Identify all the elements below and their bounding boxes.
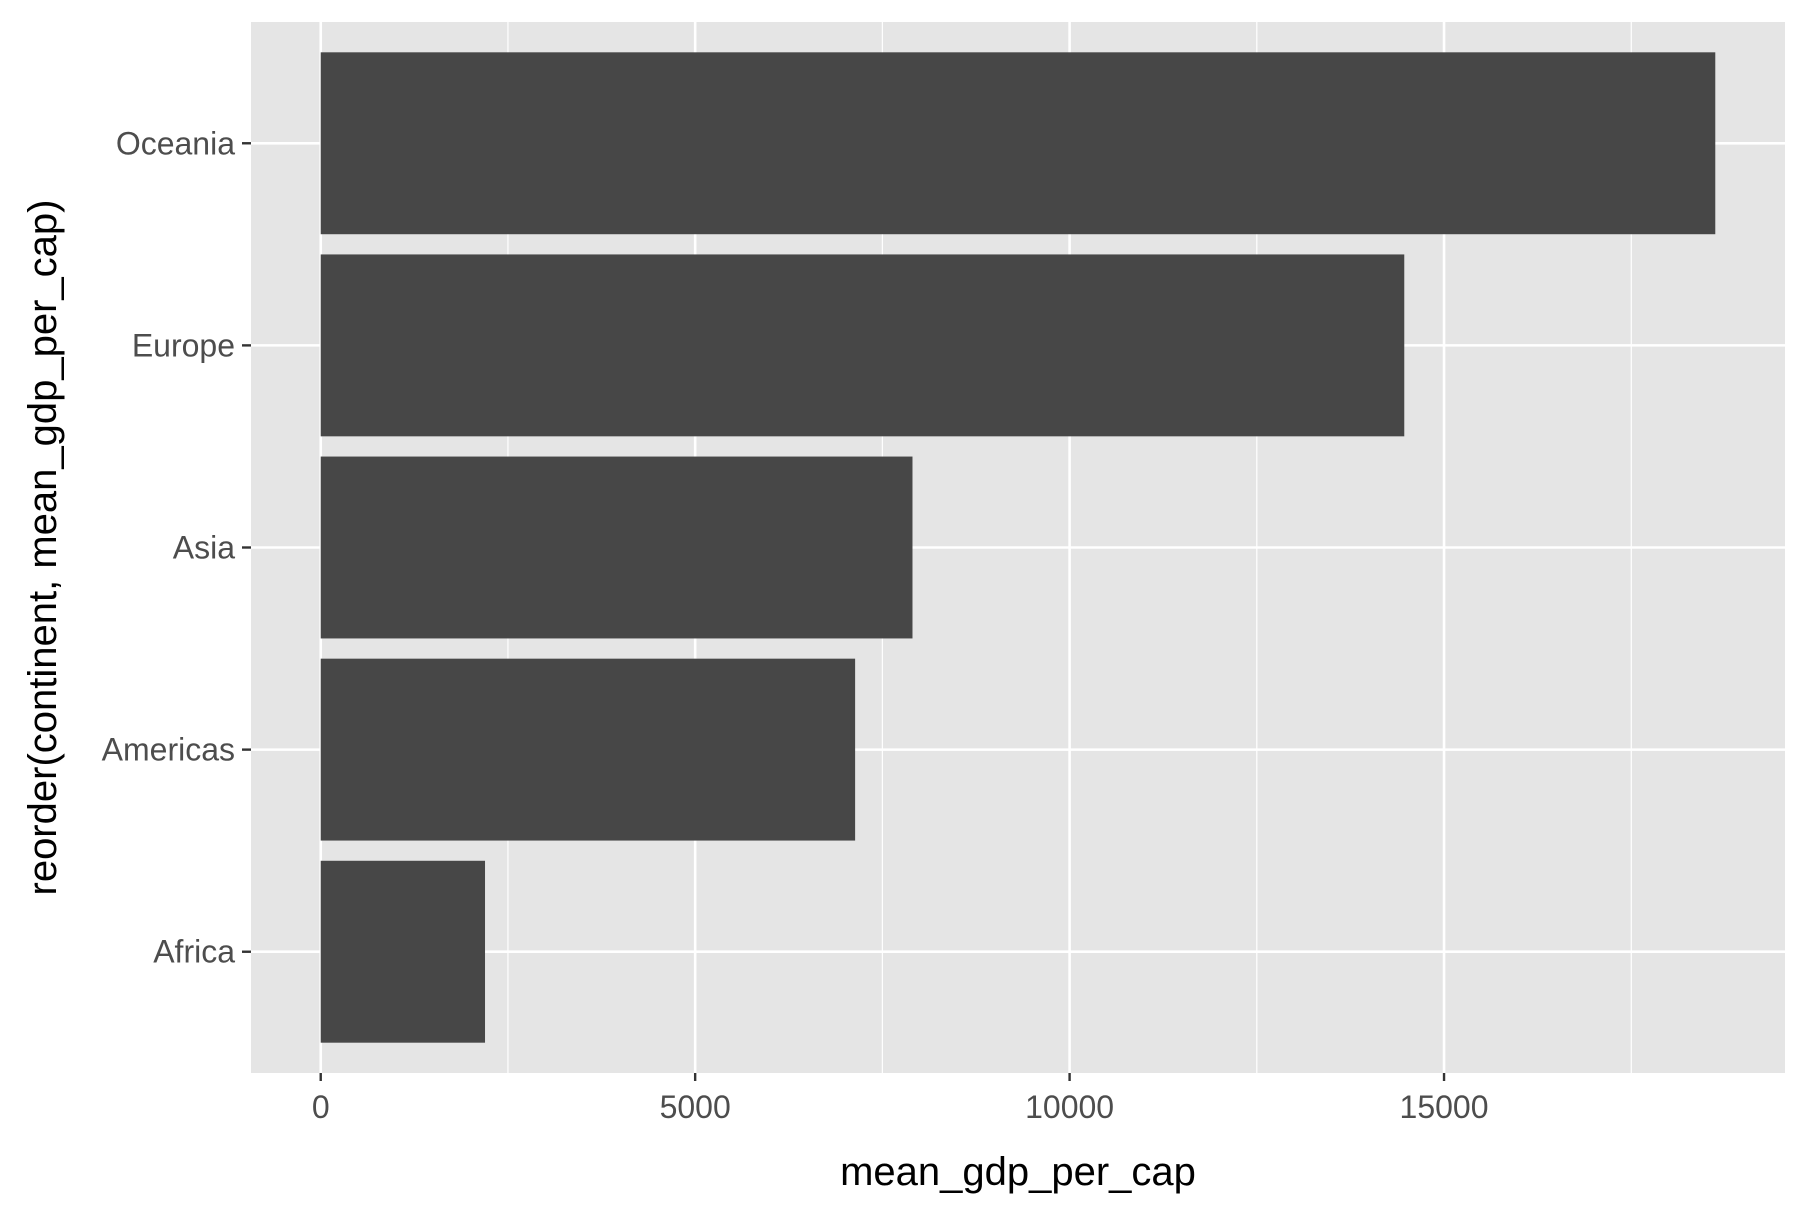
x-axis: 0 5000 10000 15000 — [312, 1073, 1489, 1125]
y-tick-label: Americas — [102, 732, 235, 768]
bar-oceania — [320, 52, 1716, 235]
y-tick-label: Asia — [173, 530, 235, 566]
x-tick-label: 5000 — [660, 1089, 731, 1125]
y-axis-title: reorder(continent, mean_gdp_per_cap) — [21, 200, 65, 896]
x-tick-label: 0 — [312, 1089, 330, 1125]
bar-europe — [320, 254, 1405, 437]
y-axis: Africa Americas Asia Europe Oceania — [102, 125, 251, 970]
x-tick-label: 10000 — [1025, 1089, 1114, 1125]
bars-group — [320, 52, 1716, 1043]
x-axis-title: mean_gdp_per_cap — [840, 1150, 1196, 1194]
y-tick-label: Africa — [153, 934, 235, 970]
y-tick-label: Oceania — [116, 125, 235, 161]
y-tick-label: Europe — [132, 327, 235, 363]
bar-africa — [320, 860, 486, 1043]
bar-asia — [320, 456, 913, 639]
x-tick-label: 15000 — [1400, 1089, 1489, 1125]
bar-americas — [320, 658, 856, 841]
